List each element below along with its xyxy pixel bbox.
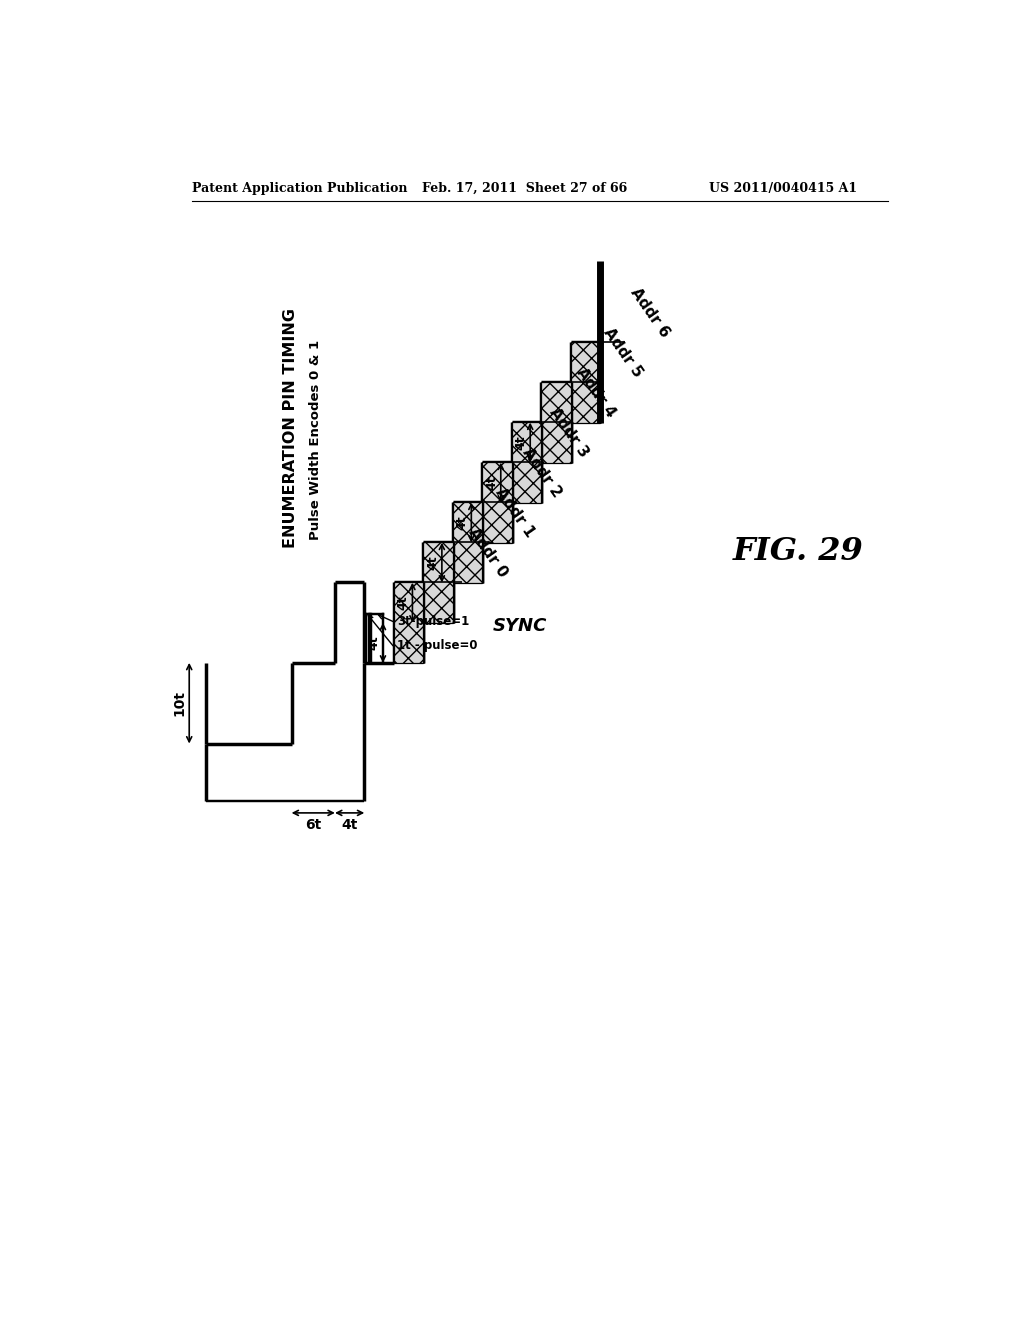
Bar (423, 541, 453, 623)
Text: 4t: 4t (368, 635, 380, 649)
Text: Addr 0: Addr 0 (465, 525, 510, 581)
Text: 4t: 4t (341, 818, 357, 833)
Text: ENUMERATION PIN TIMING: ENUMERATION PIN TIMING (284, 308, 298, 548)
Text: 6t: 6t (305, 818, 322, 833)
Text: 4t: 4t (396, 595, 410, 610)
Text: Feb. 17, 2011  Sheet 27 of 66: Feb. 17, 2011 Sheet 27 of 66 (423, 182, 628, 194)
Text: 3t-pulse=1: 3t-pulse=1 (397, 615, 469, 628)
Text: 4t: 4t (456, 515, 469, 529)
Text: 1t - pulse=0: 1t - pulse=0 (397, 639, 477, 652)
Text: 10t: 10t (173, 690, 187, 717)
Text: Addr 4: Addr 4 (573, 366, 618, 420)
Text: Addr 2: Addr 2 (519, 445, 564, 500)
Text: US 2011/0040415 A1: US 2011/0040415 A1 (710, 182, 857, 194)
Text: Pulse Width Encodes 0 & 1: Pulse Width Encodes 0 & 1 (309, 339, 323, 540)
Text: Addr 5: Addr 5 (601, 325, 645, 380)
Text: FIG. 29: FIG. 29 (732, 536, 863, 566)
Bar (512, 422, 541, 503)
Text: Addr 1: Addr 1 (493, 486, 537, 540)
Bar (541, 381, 570, 462)
Text: SYNC: SYNC (493, 618, 548, 635)
Text: Addr 6: Addr 6 (628, 285, 673, 341)
Text: 4t: 4t (426, 556, 439, 570)
Text: 4t: 4t (514, 436, 527, 450)
Text: Addr 3: Addr 3 (547, 405, 591, 461)
Bar (394, 582, 423, 663)
Bar (453, 502, 482, 582)
Text: 4t: 4t (485, 475, 498, 490)
Bar (482, 462, 512, 543)
Text: Patent Application Publication: Patent Application Publication (191, 182, 408, 194)
Bar (570, 342, 600, 422)
